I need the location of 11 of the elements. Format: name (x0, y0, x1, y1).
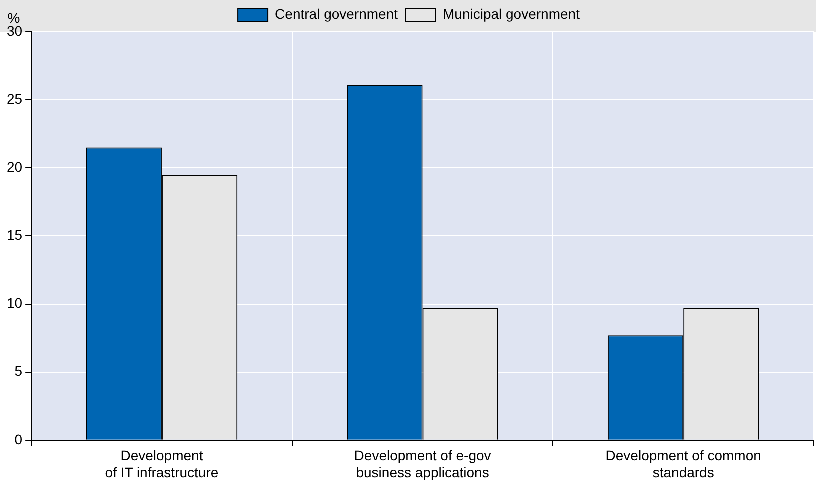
y-tick-label: 20 (6, 158, 23, 175)
x-tick-label: Development of e-gov business applications (354, 448, 492, 480)
y-tick-label: 10 (6, 295, 23, 312)
legend-label: Central government (275, 6, 398, 22)
y-tick-label: 0 (14, 431, 23, 448)
y-tick-label: 5 (14, 363, 23, 380)
y-tick-label: 25 (6, 90, 23, 107)
y-tick-label: 15 (6, 227, 23, 244)
text: Municipal government (442, 6, 580, 22)
x-tick-label: Development of IT infrastructure (105, 448, 219, 480)
x-tick-label: Development of common standards (606, 448, 762, 480)
